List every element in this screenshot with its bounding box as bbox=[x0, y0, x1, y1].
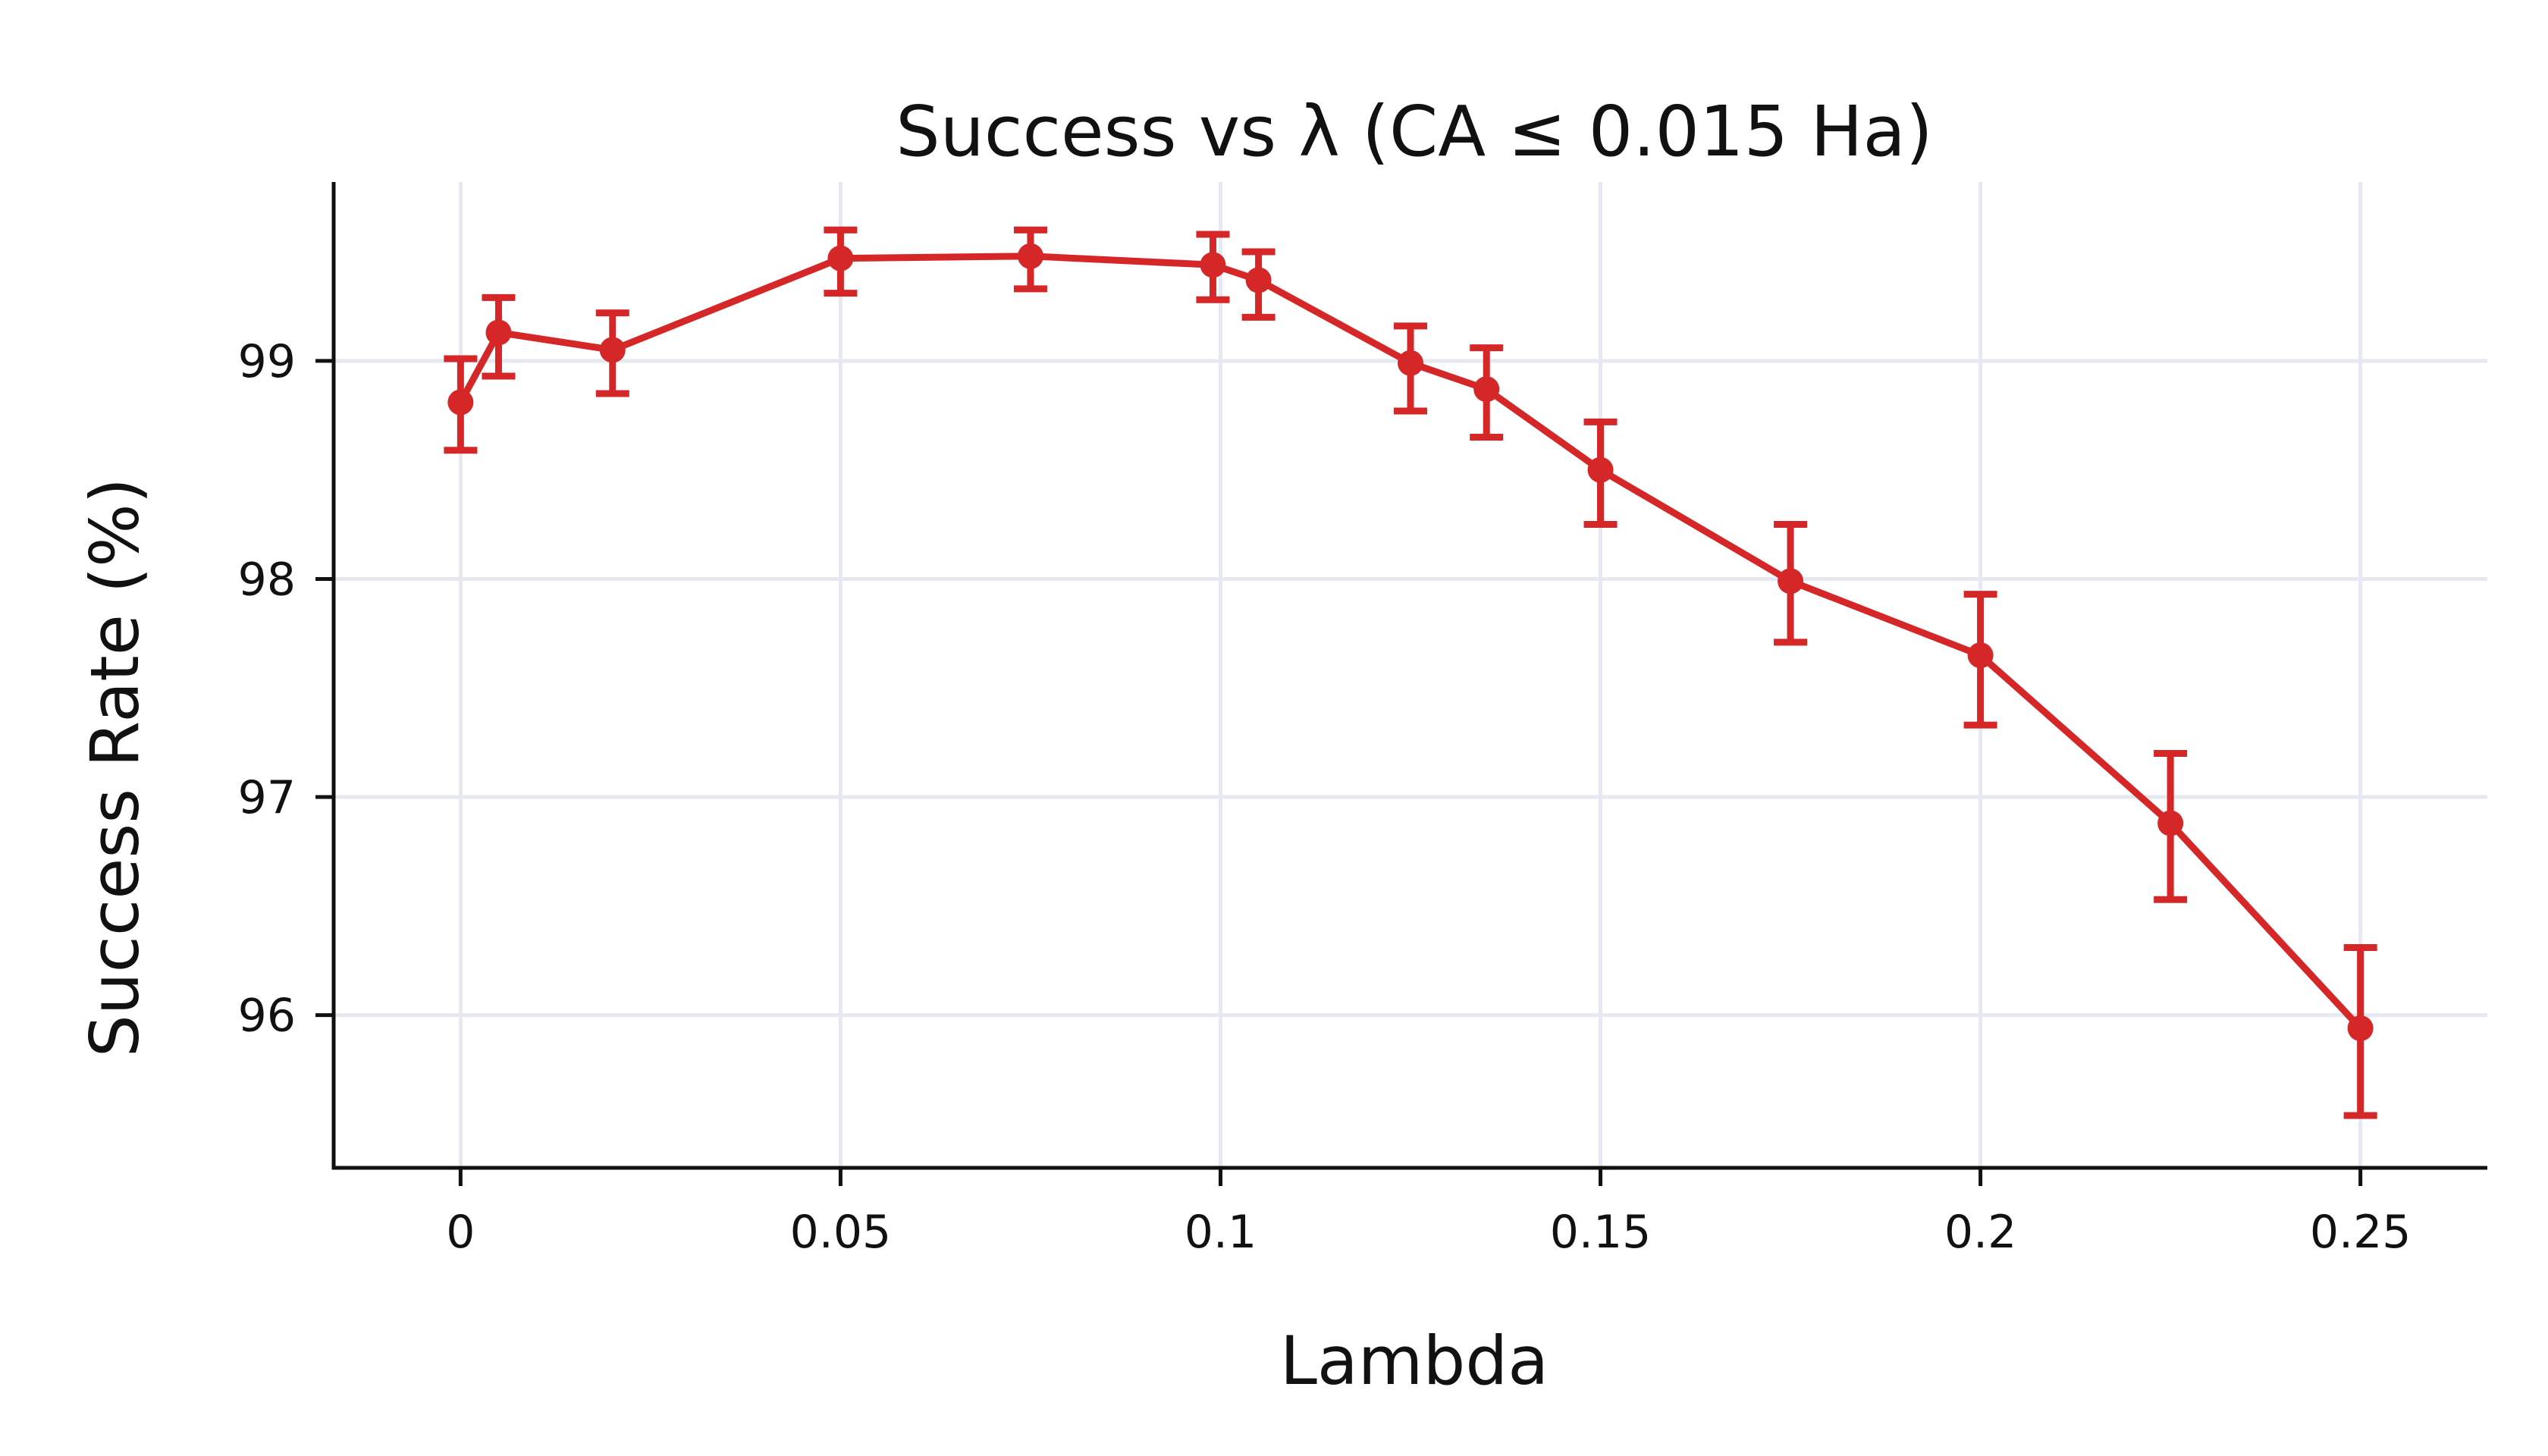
data-point bbox=[599, 337, 626, 363]
axes bbox=[315, 182, 2487, 1186]
data-point bbox=[1778, 568, 1804, 595]
data-point bbox=[1398, 350, 1423, 376]
x-tick-label: 0.25 bbox=[2310, 1206, 2412, 1259]
y-tick-label: 97 bbox=[238, 771, 296, 824]
y-tick-label: 98 bbox=[238, 553, 296, 606]
data-point bbox=[1017, 243, 1043, 269]
data-point bbox=[1200, 252, 1226, 278]
series-line bbox=[457, 253, 2363, 1031]
y-axis-title: Success Rate (%) bbox=[76, 478, 154, 1057]
data-point bbox=[827, 245, 854, 271]
series bbox=[444, 226, 2377, 1119]
x-tick-label: 0.2 bbox=[1944, 1206, 2016, 1259]
data-point bbox=[485, 319, 512, 346]
x-tick-label: 0.1 bbox=[1185, 1206, 1257, 1259]
data-point bbox=[447, 389, 474, 416]
x-tick-label: 0.05 bbox=[790, 1206, 892, 1259]
data-point bbox=[1587, 457, 1614, 483]
x-axis-title: Lambda bbox=[1280, 1322, 1549, 1400]
x-tick-label: 0 bbox=[446, 1206, 475, 1259]
tick-labels: 0 0.05 0.1 0.15 0.2 0.25 96 97 98 99 bbox=[238, 335, 2412, 1259]
x-tick-label: 0.15 bbox=[1550, 1206, 1652, 1259]
y-tick-label: 99 bbox=[238, 335, 296, 388]
data-point bbox=[2347, 1015, 2374, 1041]
data-point bbox=[2157, 810, 2184, 836]
data-point bbox=[1473, 376, 1500, 403]
data-point bbox=[1245, 267, 1272, 293]
data-point bbox=[1967, 642, 1994, 669]
y-tick-label: 96 bbox=[238, 990, 296, 1043]
chart-title: Success vs λ (CA ≤ 0.015 Ha) bbox=[896, 91, 1933, 172]
